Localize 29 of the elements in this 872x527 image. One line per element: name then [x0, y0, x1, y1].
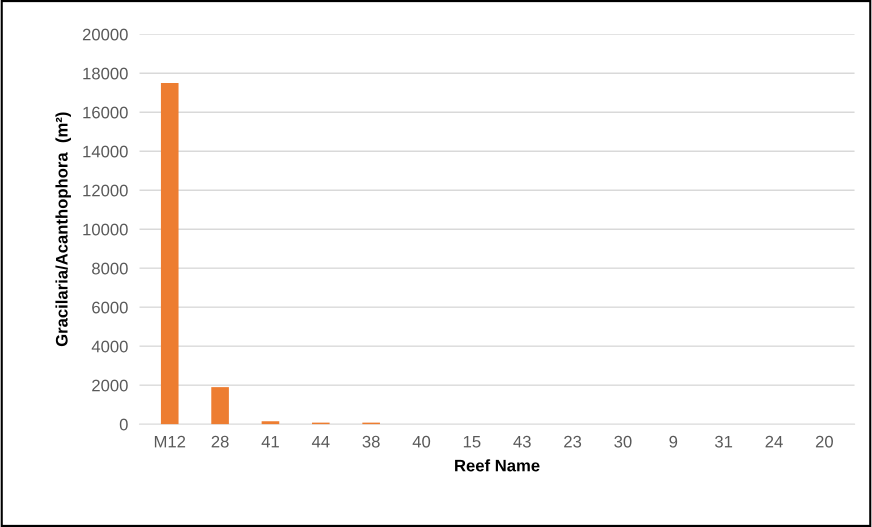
y-tick-label: 18000	[83, 68, 128, 80]
x-tick-label: 44	[312, 436, 330, 448]
x-tick-label: 30	[614, 436, 632, 448]
x-axis-title: Reef Name	[455, 459, 540, 472]
y-tick-label: 4000	[92, 340, 128, 352]
y-axis-title: Gracilaria/Acanthophora (m²)	[55, 112, 71, 346]
bar	[211, 387, 229, 424]
x-tick-label: M12	[154, 436, 186, 448]
y-tick-label: 14000	[83, 146, 128, 158]
x-tick-label: 24	[766, 436, 783, 448]
y-tick-label: 16000	[83, 106, 128, 118]
y-tick-label: 12000	[83, 184, 128, 196]
x-tick-label: 20	[816, 436, 833, 448]
bar	[160, 83, 179, 424]
x-tick-label: 31	[715, 436, 732, 448]
x-tick-label: 40	[412, 436, 430, 448]
y-tick-label: 10000	[83, 224, 128, 236]
y-tick-label: 0	[120, 418, 128, 430]
y-tick-label: 2000	[92, 380, 128, 392]
x-tick-label: 28	[212, 436, 229, 448]
x-tick-label: 38	[362, 436, 380, 448]
x-tick-label: 43	[513, 436, 531, 448]
x-tick-label: 9	[669, 436, 678, 448]
y-tick-label: 8000	[92, 262, 128, 274]
y-tick-label: 6000	[92, 302, 128, 314]
x-tick-label: 23	[564, 436, 582, 448]
y-tick-label: 20000	[82, 28, 128, 40]
x-tick-label: 15	[464, 436, 480, 448]
x-tick-label: 41	[262, 436, 279, 448]
